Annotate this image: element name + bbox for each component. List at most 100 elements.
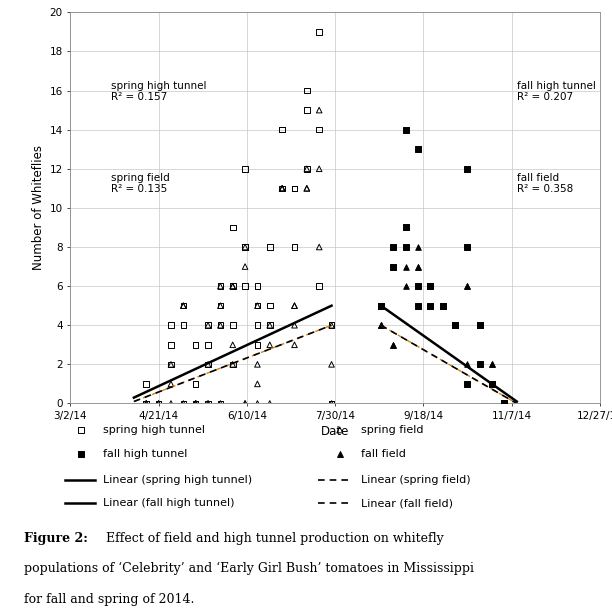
Point [228, 281, 237, 291]
Point [141, 399, 151, 408]
Point [376, 301, 386, 310]
Point [277, 184, 287, 193]
Point [289, 184, 299, 193]
Point [425, 301, 435, 310]
Point [228, 281, 237, 291]
Point [376, 320, 386, 330]
Point [191, 399, 201, 408]
Point [215, 320, 225, 330]
Point [315, 281, 324, 291]
Point [179, 301, 188, 310]
Point [438, 301, 447, 310]
Point [191, 399, 201, 408]
Point [191, 399, 201, 408]
Point [463, 164, 472, 174]
Point [450, 320, 460, 330]
Point [289, 301, 299, 310]
Point [475, 320, 485, 330]
Point [203, 399, 213, 408]
Point [215, 301, 225, 310]
Point [376, 301, 386, 310]
Point [289, 301, 299, 310]
Point [203, 320, 213, 330]
Point [253, 360, 263, 370]
Point [265, 242, 275, 252]
Point [228, 320, 237, 330]
Point [166, 360, 176, 370]
Text: spring field: spring field [361, 425, 424, 435]
Point [203, 399, 213, 408]
Point [253, 379, 263, 389]
Point [215, 281, 225, 291]
Point [463, 360, 472, 370]
Point [166, 379, 176, 389]
Point [302, 184, 312, 193]
Point [487, 360, 497, 370]
Point [499, 399, 509, 408]
Point [228, 222, 237, 232]
Point [166, 340, 176, 350]
Point [389, 340, 398, 350]
Point [302, 105, 312, 115]
Point [289, 184, 299, 193]
Point [438, 301, 447, 310]
Point [240, 399, 250, 408]
Text: for fall and spring of 2014.: for fall and spring of 2014. [24, 593, 195, 606]
Point [438, 301, 447, 310]
Point [141, 399, 151, 408]
Point [215, 320, 225, 330]
Point [401, 262, 411, 272]
Point [376, 320, 386, 330]
Point [203, 360, 213, 370]
Point [191, 399, 201, 408]
Point [289, 184, 299, 193]
Point [327, 320, 337, 330]
Text: fall high tunnel: fall high tunnel [103, 449, 187, 459]
Point [425, 281, 435, 291]
Point [401, 124, 411, 134]
Point [203, 399, 213, 408]
Point [166, 320, 176, 330]
Point [228, 281, 237, 291]
Point [327, 399, 337, 408]
Point [277, 184, 287, 193]
Point [179, 301, 188, 310]
Point [228, 360, 237, 370]
Point [475, 320, 485, 330]
Point [389, 340, 398, 350]
Point [475, 320, 485, 330]
Point [154, 399, 163, 408]
Point [475, 320, 485, 330]
Point [450, 320, 460, 330]
Point [215, 399, 225, 408]
Text: fall field
R² = 0.358: fall field R² = 0.358 [517, 172, 573, 194]
Point [425, 281, 435, 291]
Point [277, 184, 287, 193]
Point [277, 124, 287, 134]
Point [228, 360, 237, 370]
Point [154, 399, 163, 408]
Point [228, 340, 237, 350]
Point [240, 164, 250, 174]
Point [265, 301, 275, 310]
Point [475, 320, 485, 330]
Point [413, 262, 423, 272]
Point [166, 399, 176, 408]
Point [179, 301, 188, 310]
Point [289, 320, 299, 330]
Point [191, 399, 201, 408]
Point [327, 399, 337, 408]
Point [487, 360, 497, 370]
Point [253, 301, 263, 310]
Point [463, 242, 472, 252]
Point [203, 360, 213, 370]
Point [401, 222, 411, 232]
Point [315, 27, 324, 37]
Point [376, 320, 386, 330]
Point [438, 301, 447, 310]
Point [265, 340, 275, 350]
Point [191, 340, 201, 350]
Point [499, 399, 509, 408]
Text: fall field: fall field [361, 449, 406, 459]
Point [253, 281, 263, 291]
